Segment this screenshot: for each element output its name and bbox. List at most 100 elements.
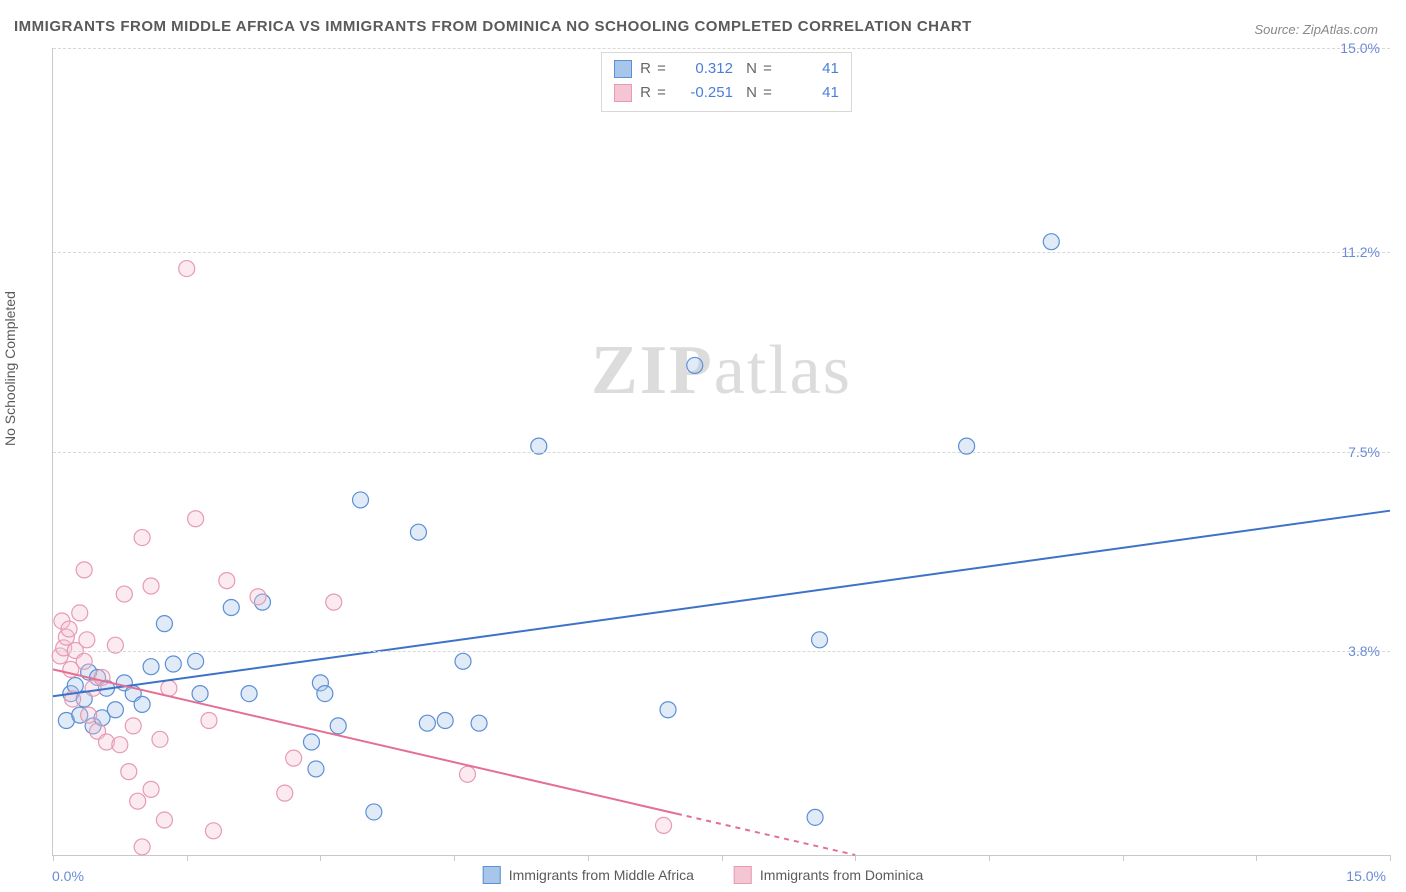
- scatter-point: [353, 492, 369, 508]
- x-axis-min-label: 0.0%: [52, 868, 84, 884]
- scatter-point: [188, 511, 204, 527]
- scatter-point: [219, 573, 235, 589]
- scatter-point: [72, 605, 88, 621]
- gridline-h: [53, 48, 1390, 49]
- x-tick: [1123, 855, 1124, 861]
- scatter-point: [130, 793, 146, 809]
- scatter-point: [152, 731, 168, 747]
- chart-title: IMMIGRANTS FROM MIDDLE AFRICA VS IMMIGRA…: [14, 18, 972, 35]
- scatter-point: [134, 696, 150, 712]
- scatter-point: [76, 653, 92, 669]
- x-tick: [320, 855, 321, 861]
- scatter-point: [188, 653, 204, 669]
- scatter-point: [143, 659, 159, 675]
- scatter-point: [807, 809, 823, 825]
- gridline-h: [53, 651, 1390, 652]
- source-attribution: Source: ZipAtlas.com: [1254, 22, 1378, 37]
- x-tick: [187, 855, 188, 861]
- scatter-point: [455, 653, 471, 669]
- stats-r-value-1: 0.312: [675, 57, 733, 81]
- scatter-point: [112, 737, 128, 753]
- scatter-point: [76, 562, 92, 578]
- legend-item-2: Immigrants from Dominica: [734, 866, 923, 884]
- stats-r-label: R =: [640, 57, 667, 81]
- scatter-point: [459, 766, 475, 782]
- scatter-point: [326, 594, 342, 610]
- scatter-point: [179, 261, 195, 277]
- legend-swatch-1: [483, 866, 501, 884]
- stats-r-label: R =: [640, 81, 667, 105]
- scatter-point: [81, 707, 97, 723]
- scatter-point: [308, 761, 324, 777]
- scatter-point: [134, 530, 150, 546]
- scatter-point: [471, 715, 487, 731]
- gridline-h: [53, 252, 1390, 253]
- x-tick: [989, 855, 990, 861]
- scatter-point: [286, 750, 302, 766]
- legend-item-1: Immigrants from Middle Africa: [483, 866, 694, 884]
- y-axis-label: No Schooling Completed: [2, 291, 18, 446]
- x-tick: [1390, 855, 1391, 861]
- x-axis-max-label: 15.0%: [1346, 868, 1386, 884]
- scatter-point: [241, 686, 257, 702]
- scatter-point: [317, 686, 333, 702]
- scatter-point: [116, 586, 132, 602]
- stats-n-value-1: 41: [781, 57, 839, 81]
- x-tick: [588, 855, 589, 861]
- scatter-point: [143, 781, 159, 797]
- scatter-point: [156, 812, 172, 828]
- scatter-point: [201, 713, 217, 729]
- legend-label-1: Immigrants from Middle Africa: [509, 867, 694, 883]
- scatter-point: [366, 804, 382, 820]
- scatter-point: [223, 600, 239, 616]
- legend-bottom: Immigrants from Middle Africa Immigrants…: [483, 866, 924, 884]
- scatter-point: [660, 702, 676, 718]
- x-tick: [454, 855, 455, 861]
- plot-area: ZIPatlas R = 0.312 N = 41 R = -0.251 N =…: [52, 48, 1390, 856]
- scatter-point: [156, 616, 172, 632]
- stats-n-value-2: 41: [781, 81, 839, 105]
- scatter-point: [121, 764, 137, 780]
- trend-line-dashed: [677, 814, 855, 855]
- scatter-point: [277, 785, 293, 801]
- x-tick: [1256, 855, 1257, 861]
- x-tick: [855, 855, 856, 861]
- scatter-point: [330, 718, 346, 734]
- scatter-point: [61, 621, 77, 637]
- scatter-point: [161, 680, 177, 696]
- scatter-point: [419, 715, 435, 731]
- scatter-point: [250, 589, 266, 605]
- y-tick-label: 7.5%: [1348, 444, 1380, 460]
- scatter-point: [1043, 234, 1059, 250]
- scatter-point: [79, 632, 95, 648]
- stats-n-label: N =: [741, 57, 773, 81]
- scatter-point: [687, 357, 703, 373]
- x-tick: [722, 855, 723, 861]
- stats-r-value-2: -0.251: [675, 81, 733, 105]
- legend-swatch-2: [734, 866, 752, 884]
- y-tick-label: 3.8%: [1348, 643, 1380, 659]
- stats-n-label: N =: [741, 81, 773, 105]
- legend-label-2: Immigrants from Dominica: [760, 867, 923, 883]
- scatter-point: [143, 578, 159, 594]
- scatter-point: [656, 817, 672, 833]
- stats-row-series-1: R = 0.312 N = 41: [614, 57, 839, 81]
- stats-swatch-1: [614, 60, 632, 78]
- x-tick: [53, 855, 54, 861]
- scatter-point: [192, 686, 208, 702]
- y-tick-label: 11.2%: [1341, 244, 1380, 260]
- scatter-point: [94, 669, 110, 685]
- correlation-stats-box: R = 0.312 N = 41 R = -0.251 N = 41: [601, 52, 852, 112]
- scatter-point: [134, 839, 150, 855]
- scatter-point: [165, 656, 181, 672]
- scatter-point: [437, 713, 453, 729]
- scatter-point: [303, 734, 319, 750]
- stats-row-series-2: R = -0.251 N = 41: [614, 81, 839, 105]
- scatter-point: [410, 524, 426, 540]
- y-tick-label: 15.0%: [1340, 40, 1380, 56]
- scatter-point: [125, 718, 141, 734]
- scatter-point: [205, 823, 221, 839]
- scatter-point: [812, 632, 828, 648]
- gridline-h: [53, 452, 1390, 453]
- scatter-point: [107, 702, 123, 718]
